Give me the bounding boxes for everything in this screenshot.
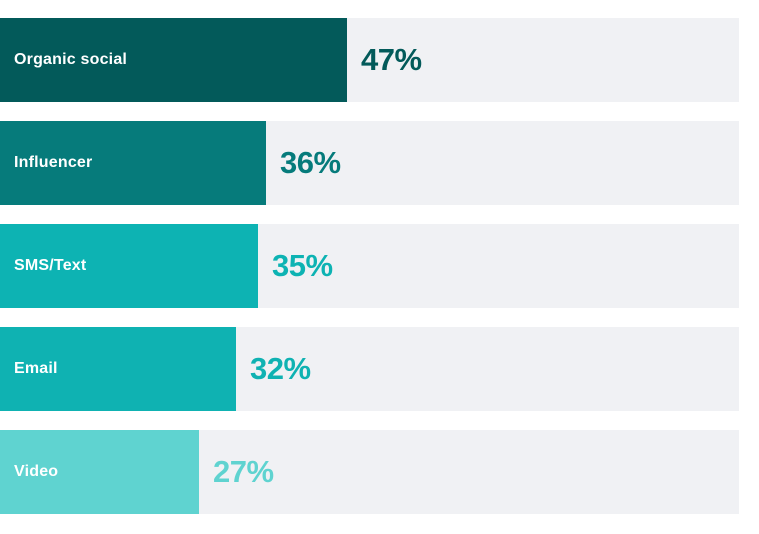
bar-value: 27%	[213, 454, 274, 489]
bar-value: 32%	[250, 351, 311, 386]
bar-row: SMS/Text 35%	[0, 224, 739, 308]
bar-fill	[0, 430, 199, 514]
bar-fill	[0, 224, 258, 308]
bar-label: Video	[14, 463, 59, 480]
bar-fill	[0, 327, 236, 411]
bar-fill	[0, 18, 347, 102]
bar-row: Organic social 47%	[0, 18, 739, 102]
bar-row: Email 32%	[0, 327, 739, 411]
bar-value: 36%	[280, 145, 341, 180]
bar-value: 35%	[272, 248, 333, 283]
bar-row: Influencer 36%	[0, 121, 739, 205]
bar-label: Email	[14, 360, 58, 377]
bar-label: Influencer	[14, 154, 93, 171]
bar-fill	[0, 121, 266, 205]
bar-row: Video 27%	[0, 430, 739, 514]
bar-label: SMS/Text	[14, 257, 87, 274]
bar-label: Organic social	[14, 51, 128, 68]
horizontal-bar-chart: Organic social 47% Influencer 36% SMS/Te…	[0, 18, 739, 533]
bar-value: 47%	[361, 42, 422, 77]
